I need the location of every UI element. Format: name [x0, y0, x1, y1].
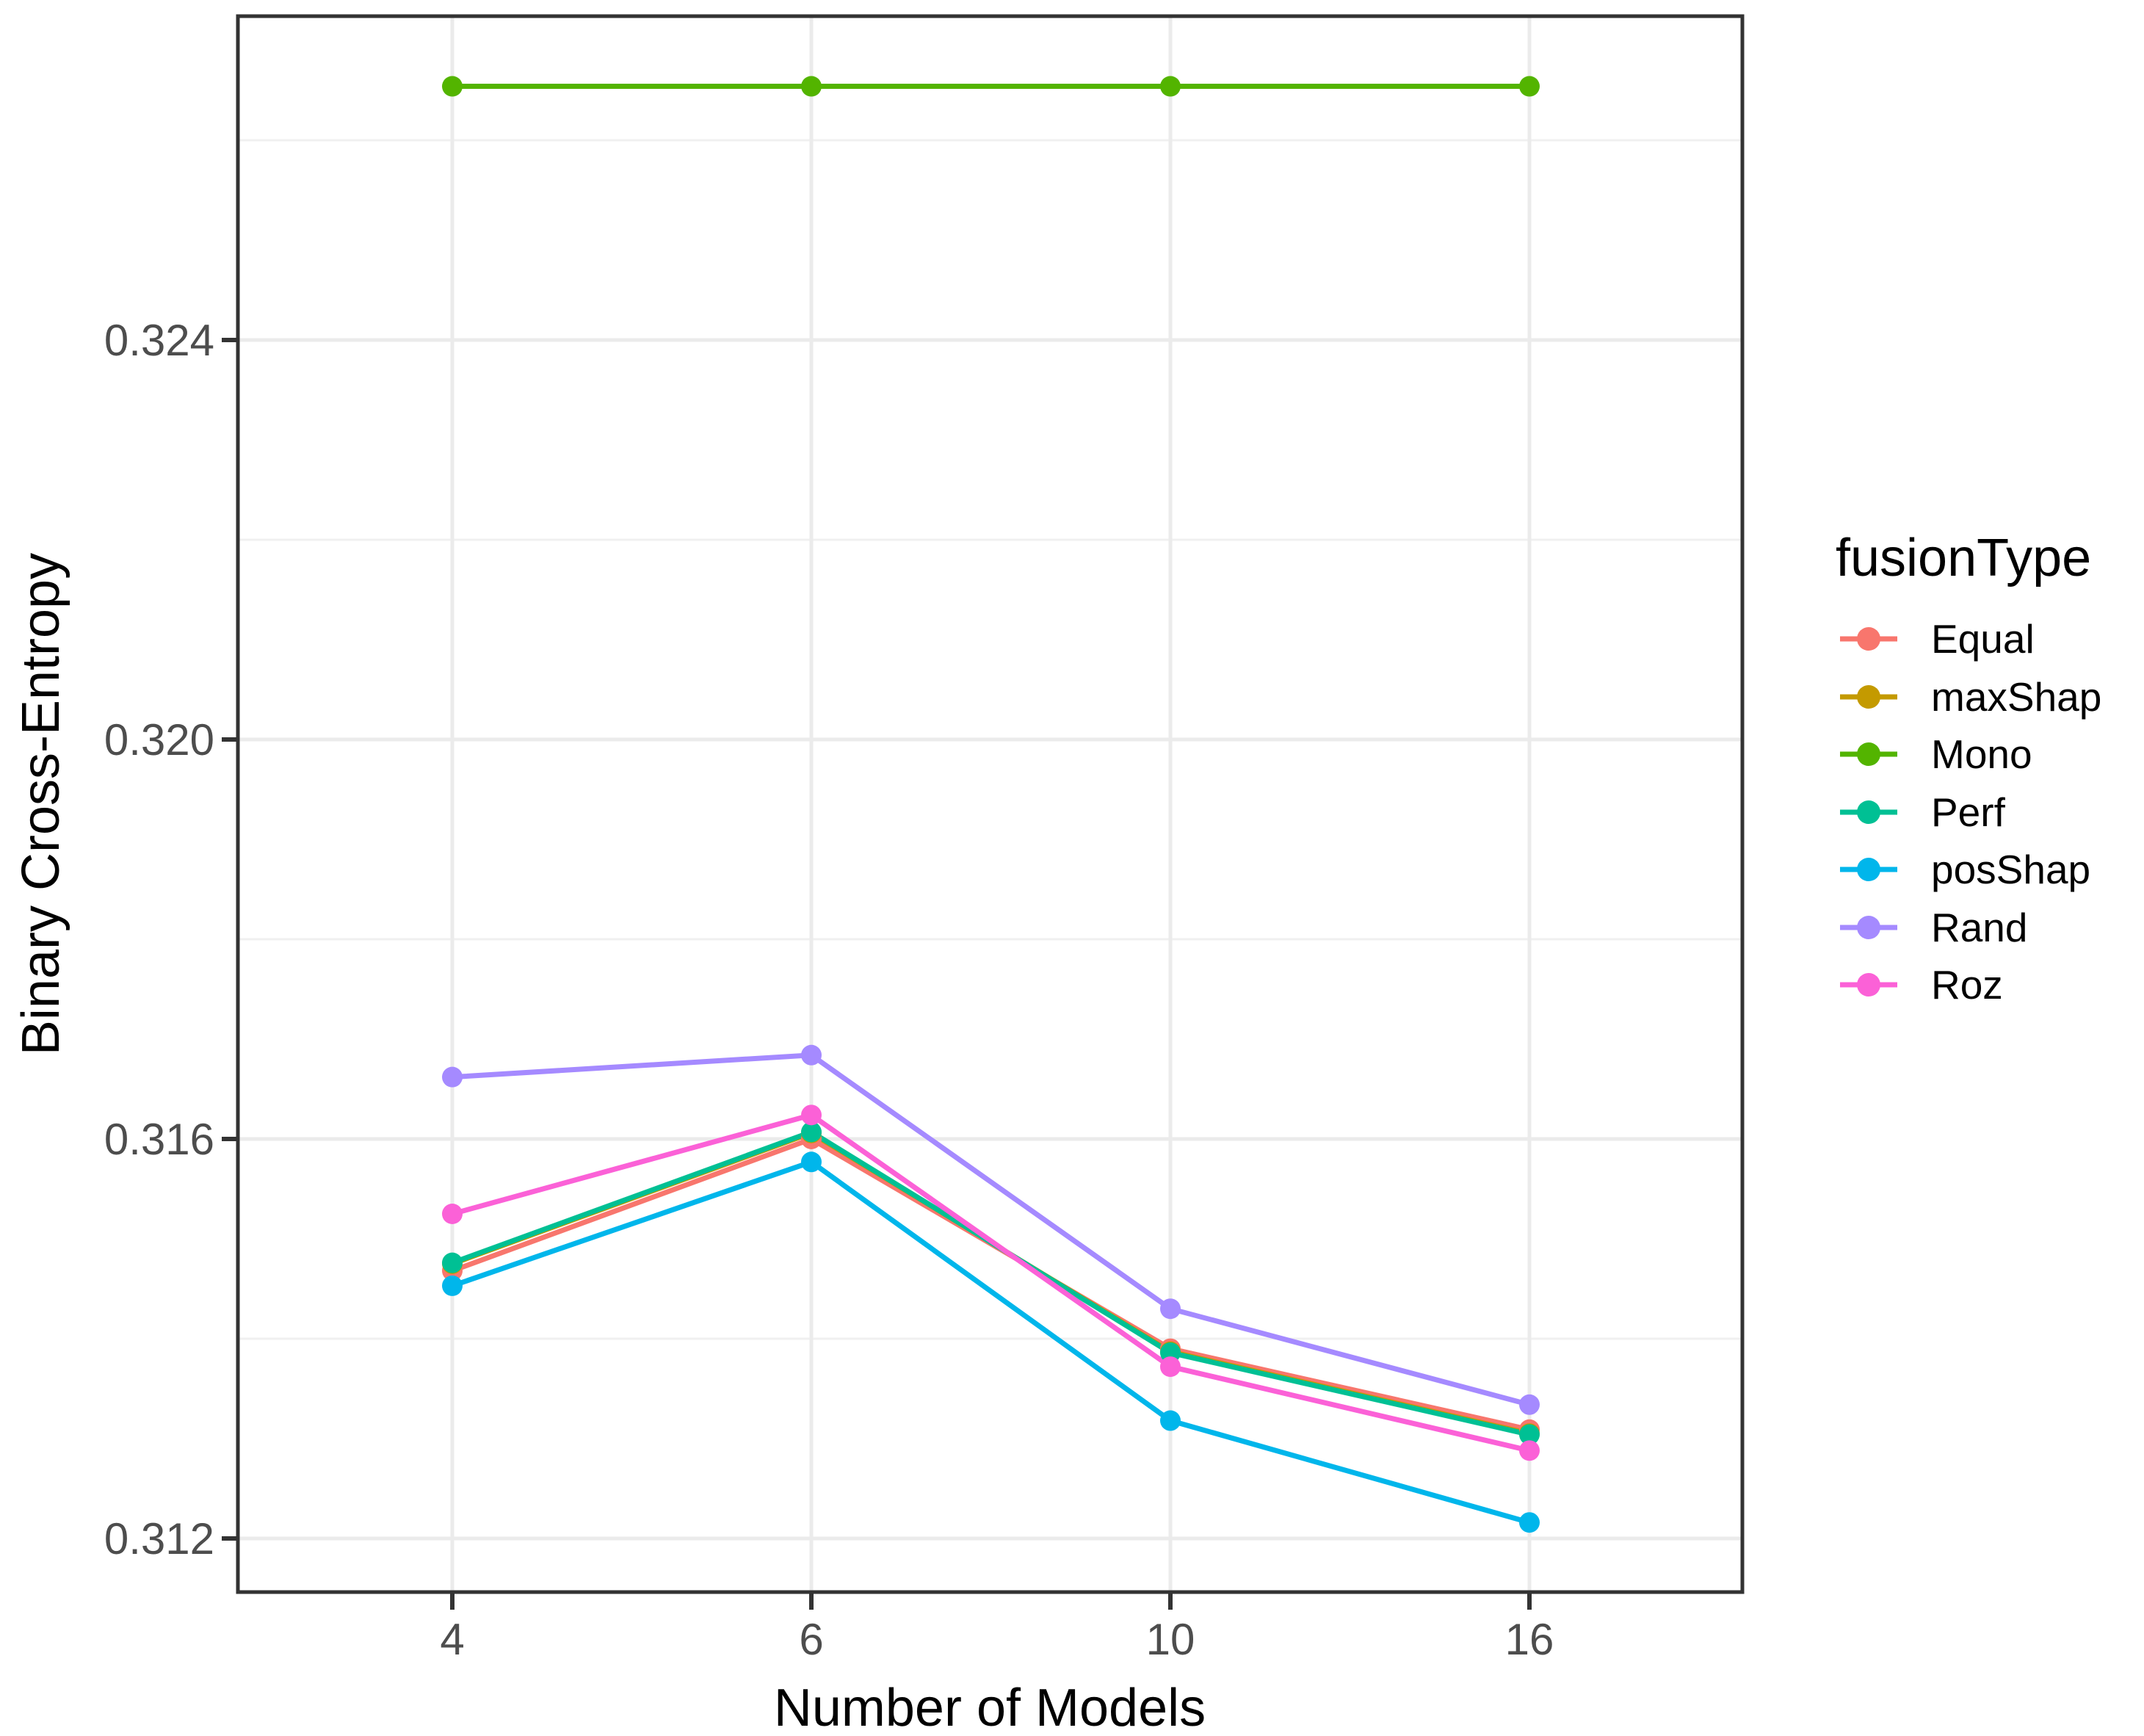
x-tick-label: 6 [799, 1615, 823, 1664]
legend-item-Mono: Mono [1840, 731, 2032, 777]
legend-item-Rand: Rand [1840, 905, 2027, 950]
y-axis-title: Binary Cross-Entropy [12, 553, 70, 1055]
data-point-posShap [442, 1275, 463, 1296]
legend-title: fusionType [1836, 529, 2091, 587]
legend-item-label: Equal [1931, 616, 2035, 662]
panel-border [236, 14, 1745, 1594]
legend-item-Perf: Perf [1840, 789, 2006, 835]
x-axis: 4 6 10 16 [440, 1592, 1554, 1664]
legend-key-point [1857, 858, 1880, 881]
data-point-Roz [1519, 1440, 1540, 1461]
data-point-Rand [1160, 1298, 1181, 1320]
legend-item-posShap: posShap [1840, 847, 2090, 892]
data-point-posShap [1519, 1512, 1540, 1533]
legend-item-label: Mono [1931, 731, 2032, 777]
y-tick-label: 0.324 [104, 316, 214, 365]
series-lines [451, 84, 1530, 1525]
data-point-Rand [801, 1044, 822, 1066]
legend-item-label: Perf [1931, 789, 2006, 835]
legend-key-point [1857, 627, 1880, 651]
data-point-Mono [1160, 76, 1181, 97]
data-point-Roz [442, 1204, 463, 1224]
y-tick-label: 0.316 [104, 1115, 214, 1164]
y-tick-label: 0.320 [104, 715, 214, 764]
x-tick-label: 4 [440, 1615, 464, 1664]
legend-item-Equal: Equal [1840, 616, 2035, 662]
data-point-Mono [442, 76, 463, 97]
legend-item-maxShap: maxShap [1840, 674, 2101, 720]
data-point-Rand [1519, 1394, 1540, 1415]
legend-item-Roz: Roz [1840, 962, 2003, 1008]
data-point-Roz [801, 1104, 822, 1126]
data-point-Perf [801, 1121, 822, 1143]
series-line-Perf [451, 1129, 1530, 1437]
data-point-Perf [1519, 1424, 1540, 1445]
legend-item-label: maxShap [1931, 674, 2101, 720]
series-line-maxShap [451, 1129, 1530, 1436]
legend-key-point [1857, 973, 1880, 997]
data-point-Mono [1519, 76, 1540, 97]
data-point-posShap [801, 1151, 822, 1173]
legend-item-label: Rand [1931, 905, 2027, 950]
data-point-Mono [801, 76, 822, 97]
legend-key-point [1857, 742, 1880, 766]
legend-key-point [1857, 800, 1880, 824]
x-tick-label: 16 [1505, 1615, 1554, 1664]
data-point-Roz [1160, 1356, 1181, 1378]
legend-items: Equal maxShap Mono Perf posShap Rand Roz [1840, 616, 2101, 1008]
legend: fusionType Equal maxShap Mono Perf posShap Ra… [1836, 529, 2101, 1008]
y-tick-label: 0.312 [104, 1514, 214, 1563]
legend-item-label: posShap [1931, 847, 2090, 892]
data-point-Perf [442, 1252, 463, 1273]
series-points [442, 76, 1540, 1533]
x-axis-title: Number of Models [774, 1679, 1206, 1736]
legend-key-point [1857, 685, 1880, 709]
data-point-Rand [442, 1066, 463, 1088]
legend-item-label: Roz [1931, 962, 2003, 1008]
data-point-posShap [1160, 1410, 1181, 1431]
gridlines [238, 16, 1742, 1592]
series-line-Rand [452, 1052, 1530, 1408]
series-line-posShap [451, 1159, 1530, 1525]
x-tick-label: 10 [1146, 1615, 1195, 1664]
legend-key-point [1857, 916, 1880, 939]
y-axis: 0.312 0.316 0.320 0.324 [104, 316, 238, 1563]
series-line-Roz [452, 1112, 1530, 1453]
